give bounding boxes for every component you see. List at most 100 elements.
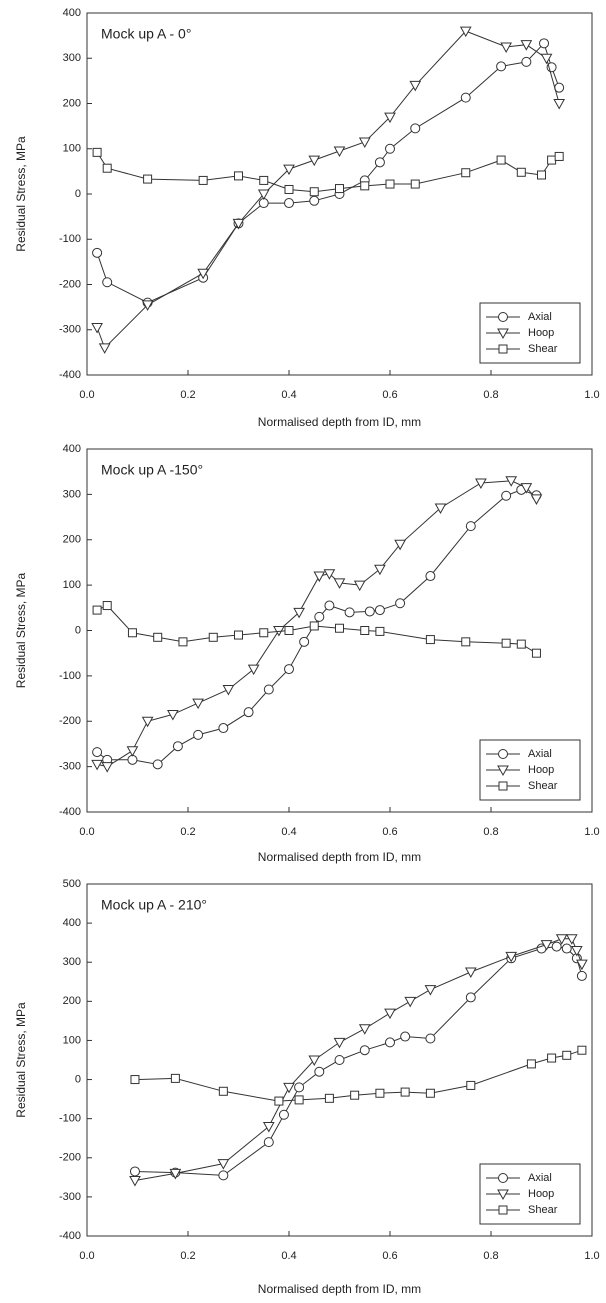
marker	[333, 1037, 346, 1049]
marker	[520, 483, 533, 494]
marker	[526, 1059, 536, 1069]
y-tick-label: -200	[59, 1152, 81, 1164]
marker	[334, 1055, 345, 1065]
panel-title: Mock up A - 0°	[101, 26, 191, 42]
marker	[141, 300, 154, 311]
marker	[537, 170, 546, 180]
marker	[218, 1086, 228, 1096]
marker	[466, 1080, 476, 1090]
marker	[333, 578, 346, 589]
marker	[263, 1137, 274, 1148]
marker	[218, 1170, 229, 1181]
legend: Axial Hoop Shear	[479, 739, 581, 801]
marker	[565, 934, 578, 945]
marker	[385, 143, 395, 154]
marker	[126, 746, 139, 757]
marker	[323, 569, 336, 580]
y-tick-label: 400	[63, 917, 81, 929]
legend-label: Shear	[528, 780, 558, 792]
y-tick-label: 300	[63, 488, 81, 500]
legend-label: Hoop	[528, 327, 554, 339]
marker	[309, 187, 319, 197]
y-tick-label: -100	[59, 233, 81, 245]
marker	[374, 605, 385, 616]
marker	[571, 945, 583, 957]
marker	[531, 648, 541, 658]
marker	[324, 1093, 334, 1103]
legend-label: Axial	[528, 311, 552, 323]
x-tick-label: 0.4	[281, 1250, 296, 1262]
y-tick-label: -100	[59, 1113, 81, 1125]
y-tick-label: -300	[59, 1191, 81, 1203]
marker	[350, 1090, 360, 1100]
marker	[257, 189, 270, 201]
y-tick-label: -400	[59, 806, 81, 818]
x-tick-label: 0.0	[79, 389, 94, 401]
marker	[547, 155, 557, 165]
marker	[98, 343, 111, 354]
marker	[172, 741, 183, 752]
marker	[314, 611, 325, 622]
marker	[143, 174, 153, 184]
marker	[375, 626, 385, 636]
marker	[554, 151, 564, 161]
marker	[395, 598, 406, 609]
y-tick-label: 400	[63, 443, 81, 455]
legend: Axial Hoop Shear	[479, 1163, 581, 1225]
marker	[92, 147, 102, 157]
marker	[333, 146, 346, 158]
marker	[425, 635, 435, 645]
marker	[384, 112, 396, 124]
x-tick-label: 1.0	[584, 826, 599, 838]
x-tick-label: 0.6	[382, 389, 397, 401]
marker	[232, 218, 245, 230]
marker	[313, 571, 326, 583]
marker	[92, 605, 102, 615]
marker	[197, 268, 209, 280]
marker	[358, 137, 371, 148]
marker	[555, 934, 568, 945]
marker	[129, 1175, 141, 1187]
marker	[409, 80, 422, 92]
y-axis-label: Residual Stress, MPa	[14, 572, 28, 688]
marker	[521, 56, 532, 67]
marker	[498, 781, 508, 791]
marker	[353, 580, 366, 592]
marker	[461, 637, 471, 647]
marker	[497, 765, 509, 777]
marker	[384, 1008, 396, 1020]
panel: -400 -300 -200 -100 0 100 200 300 400 500 0.0 0.2 0.…	[14, 878, 599, 1296]
marker	[364, 606, 375, 617]
marker	[274, 1096, 284, 1106]
y-tick-label: 100	[63, 143, 81, 155]
legend: Axial Hoop Shear	[479, 302, 581, 364]
y-tick-label: -200	[59, 715, 81, 727]
marker	[263, 684, 274, 695]
y-axis-label: Residual Stress, MPa	[14, 1002, 28, 1118]
marker	[262, 1121, 275, 1133]
legend-label: Hoop	[528, 1188, 554, 1200]
marker	[400, 1031, 411, 1042]
marker	[294, 1095, 304, 1105]
marker	[540, 940, 553, 951]
marker	[358, 1024, 371, 1035]
marker	[539, 38, 550, 49]
marker	[520, 40, 533, 51]
marker	[222, 684, 235, 696]
marker	[243, 707, 254, 718]
marker	[247, 664, 260, 676]
series-line	[96, 152, 560, 193]
x-tick-label: 0.6	[382, 1250, 397, 1262]
marker	[309, 195, 320, 206]
marker	[360, 181, 370, 191]
marker	[293, 607, 305, 619]
marker	[217, 1159, 230, 1170]
y-tick-label: 0	[75, 624, 81, 636]
marker	[259, 175, 269, 185]
y-tick-label: -200	[59, 278, 81, 290]
marker	[278, 1109, 289, 1120]
x-tick-label: 0.8	[483, 389, 498, 401]
y-tick-label: 0	[75, 1073, 81, 1085]
y-tick-label: -100	[59, 670, 81, 682]
y-tick-label: 100	[63, 1034, 81, 1046]
